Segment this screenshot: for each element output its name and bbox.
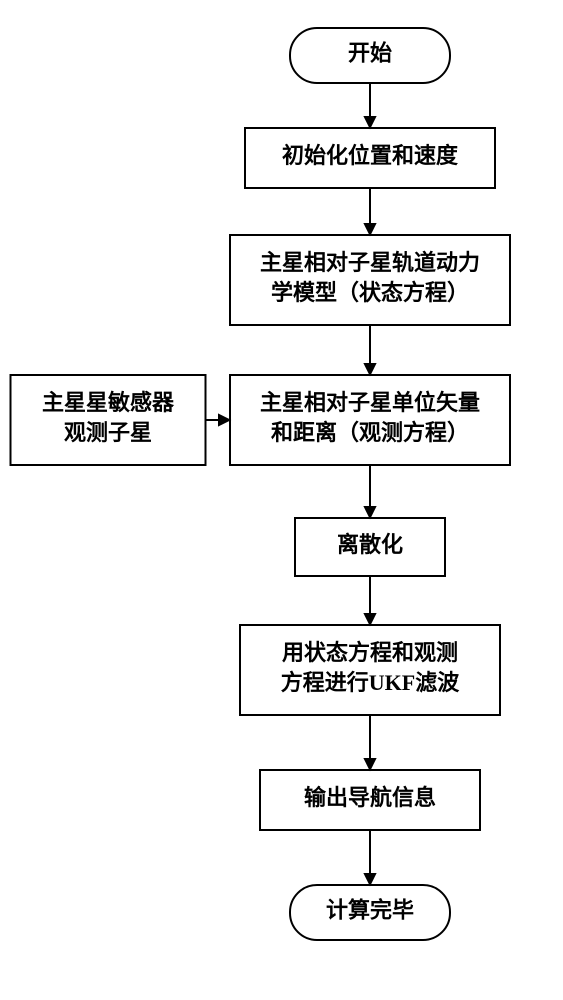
node-dyn-line1: 学模型（状态方程） [271, 280, 469, 305]
node-disc: 离散化 [295, 518, 445, 576]
node-ukf: 用状态方程和观测方程进行UKF滤波 [240, 625, 500, 715]
node-side: 主星星敏感器观测子星 [11, 375, 206, 465]
node-out-line0: 输出导航信息 [304, 785, 436, 810]
node-start-line0: 开始 [348, 41, 392, 66]
node-side-line1: 观测子星 [64, 420, 152, 445]
node-obs-line0: 主星相对子星单位矢量 [260, 390, 480, 415]
node-ukf-line1: 方程进行UKF滤波 [281, 670, 460, 695]
node-ukf-line0: 用状态方程和观测 [282, 640, 458, 665]
node-end-line0: 计算完毕 [326, 898, 414, 923]
node-dyn: 主星相对子星轨道动力学模型（状态方程） [230, 235, 510, 325]
node-start: 开始 [290, 28, 450, 83]
node-obs: 主星相对子星单位矢量和距离（观测方程） [230, 375, 510, 465]
node-end: 计算完毕 [290, 885, 450, 940]
node-obs-line1: 和距离（观测方程） [271, 420, 469, 445]
node-side-line0: 主星星敏感器 [42, 390, 175, 415]
node-dyn-line0: 主星相对子星轨道动力 [260, 250, 480, 275]
node-out: 输出导航信息 [260, 770, 480, 830]
node-init: 初始化位置和速度 [245, 128, 495, 188]
node-init-line0: 初始化位置和速度 [282, 143, 459, 168]
node-disc-line0: 离散化 [337, 532, 403, 557]
